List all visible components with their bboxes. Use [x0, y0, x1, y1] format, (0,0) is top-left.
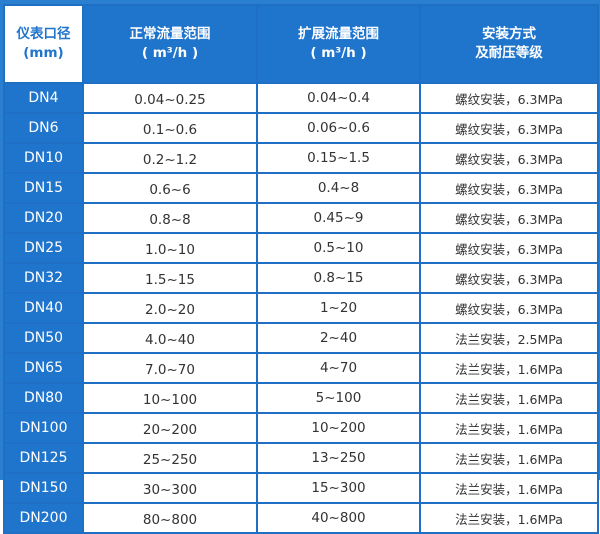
cell-caliber: DN65 [3, 352, 84, 384]
table-header-row: 仪表口径 (mm) 正常流量范围 ( m³/h ) 扩展流量范围 ( m³/h ) 安… [3, 4, 599, 84]
cell-install: 螺纹安装，6.3MPa [419, 112, 599, 144]
header-normal-flow-line1: 正常流量范围 [129, 26, 211, 42]
table-row: DN100 20~200 10~200 法兰安装，1.6MPa [3, 412, 599, 444]
cell-extended-flow: 0.5~10 [256, 232, 421, 264]
table-row: DN200 80~800 40~800 法兰安装，1.6MPa [3, 502, 599, 534]
cell-caliber: DN100 [3, 412, 84, 444]
header-caliber-line2: (mm) [23, 45, 64, 61]
cell-install: 螺纹安装，6.3MPa [419, 142, 599, 174]
cell-normal-flow: 1.0~10 [82, 232, 258, 264]
cell-caliber: DN150 [3, 472, 84, 504]
table-row: DN40 2.0~20 1~20 螺纹安装，6.3MPa [3, 292, 599, 324]
table-row: DN4 0.04~0.25 0.04~0.4 螺纹安装，6.3MPa [3, 82, 599, 114]
cell-normal-flow: 7.0~70 [82, 352, 258, 384]
cell-install: 螺纹安装，6.3MPa [419, 262, 599, 294]
cell-install: 法兰安装，1.6MPa [419, 352, 599, 384]
cell-install: 法兰安装，1.6MPa [419, 472, 599, 504]
cell-extended-flow: 10~200 [256, 412, 421, 444]
cell-normal-flow: 10~100 [82, 382, 258, 414]
cell-install: 螺纹安装，6.3MPa [419, 232, 599, 264]
table-row: DN25 1.0~10 0.5~10 螺纹安装，6.3MPa [3, 232, 599, 264]
cell-caliber: DN10 [3, 142, 84, 174]
cell-normal-flow: 4.0~40 [82, 322, 258, 354]
cell-caliber: DN25 [3, 232, 84, 264]
table-row: DN6 0.1~0.6 0.06~0.6 螺纹安装，6.3MPa [3, 112, 599, 144]
cell-normal-flow: 0.6~6 [82, 172, 258, 204]
header-normal-flow: 正常流量范围 ( m³/h ) [82, 4, 258, 84]
header-extended-flow: 扩展流量范围 ( m³/h ) [256, 4, 421, 84]
cell-extended-flow: 13~250 [256, 442, 421, 474]
cell-caliber: DN50 [3, 322, 84, 354]
cell-caliber: DN20 [3, 202, 84, 234]
cell-extended-flow: 0.04~0.4 [256, 82, 421, 114]
table-row: DN20 0.8~8 0.45~9 螺纹安装，6.3MPa [3, 202, 599, 234]
header-caliber: 仪表口径 (mm) [3, 4, 84, 84]
header-install-line1: 安装方式 [482, 26, 536, 42]
cell-extended-flow: 5~100 [256, 382, 421, 414]
table-row: DN80 10~100 5~100 法兰安装，1.6MPa [3, 382, 599, 414]
table-row: DN125 25~250 13~250 法兰安装，1.6MPa [3, 442, 599, 474]
cell-caliber: DN32 [3, 262, 84, 294]
cell-caliber: DN6 [3, 112, 84, 144]
table-row: DN65 7.0~70 4~70 法兰安装，1.6MPa [3, 352, 599, 384]
cell-extended-flow: 15~300 [256, 472, 421, 504]
cell-install: 法兰安装，2.5MPa [419, 322, 599, 354]
table-row: DN15 0.6~6 0.4~8 螺纹安装，6.3MPa [3, 172, 599, 204]
header-install: 安装方式 及耐压等级 [419, 4, 599, 84]
cell-install: 法兰安装，1.6MPa [419, 502, 599, 534]
cell-install: 法兰安装，1.6MPa [419, 412, 599, 444]
cell-extended-flow: 0.8~15 [256, 262, 421, 294]
cell-extended-flow: 0.15~1.5 [256, 142, 421, 174]
flow-spec-table: 仪表口径 (mm) 正常流量范围 ( m³/h ) 扩展流量范围 ( m³/h ) 安… [3, 4, 599, 534]
cell-extended-flow: 1~20 [256, 292, 421, 324]
cell-extended-flow: 0.4~8 [256, 172, 421, 204]
cell-caliber: DN200 [3, 502, 84, 534]
cell-install: 法兰安装，1.6MPa [419, 442, 599, 474]
cell-caliber: DN125 [3, 442, 84, 474]
cell-install: 螺纹安装，6.3MPa [419, 202, 599, 234]
cell-normal-flow: 0.2~1.2 [82, 142, 258, 174]
cell-caliber: DN15 [3, 172, 84, 204]
cell-extended-flow: 0.45~9 [256, 202, 421, 234]
cell-normal-flow: 0.04~0.25 [82, 82, 258, 114]
cell-extended-flow: 4~70 [256, 352, 421, 384]
cell-caliber: DN80 [3, 382, 84, 414]
cell-normal-flow: 25~250 [82, 442, 258, 474]
cell-install: 螺纹安装，6.3MPa [419, 172, 599, 204]
table-row: DN50 4.0~40 2~40 法兰安装，2.5MPa [3, 322, 599, 354]
header-extended-flow-line1: 扩展流量范围 [298, 26, 379, 42]
cell-normal-flow: 80~800 [82, 502, 258, 534]
header-normal-flow-line2: ( m³/h ) [141, 45, 199, 61]
cell-install: 螺纹安装，6.3MPa [419, 82, 599, 114]
header-extended-flow-line2: ( m³/h ) [310, 45, 367, 61]
table-row: DN150 30~300 15~300 法兰安装，1.6MPa [3, 472, 599, 504]
cell-normal-flow: 30~300 [82, 472, 258, 504]
cell-install: 螺纹安装，6.3MPa [419, 292, 599, 324]
header-install-line2: 及耐压等级 [475, 45, 543, 61]
cell-extended-flow: 0.06~0.6 [256, 112, 421, 144]
cell-normal-flow: 1.5~15 [82, 262, 258, 294]
header-caliber-line1: 仪表口径 [16, 26, 71, 42]
cell-extended-flow: 40~800 [256, 502, 421, 534]
cell-normal-flow: 20~200 [82, 412, 258, 444]
cell-caliber: DN40 [3, 292, 84, 324]
cell-extended-flow: 2~40 [256, 322, 421, 354]
cell-caliber: DN4 [3, 82, 84, 114]
cell-normal-flow: 2.0~20 [82, 292, 258, 324]
table-row: DN10 0.2~1.2 0.15~1.5 螺纹安装，6.3MPa [3, 142, 599, 174]
table-row: DN32 1.5~15 0.8~15 螺纹安装，6.3MPa [3, 262, 599, 294]
cell-normal-flow: 0.8~8 [82, 202, 258, 234]
cell-normal-flow: 0.1~0.6 [82, 112, 258, 144]
cell-install: 法兰安装，1.6MPa [419, 382, 599, 414]
